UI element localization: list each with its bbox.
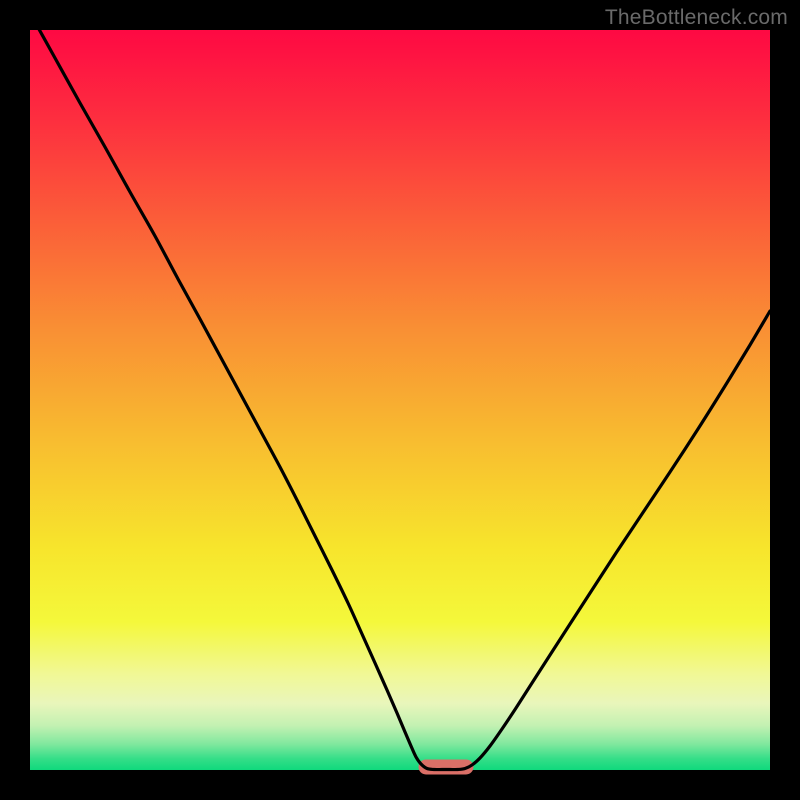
chart-svg [0, 0, 800, 800]
watermark-text: TheBottleneck.com [605, 6, 788, 30]
chart-container: TheBottleneck.com [0, 0, 800, 800]
plot-background [30, 30, 770, 770]
